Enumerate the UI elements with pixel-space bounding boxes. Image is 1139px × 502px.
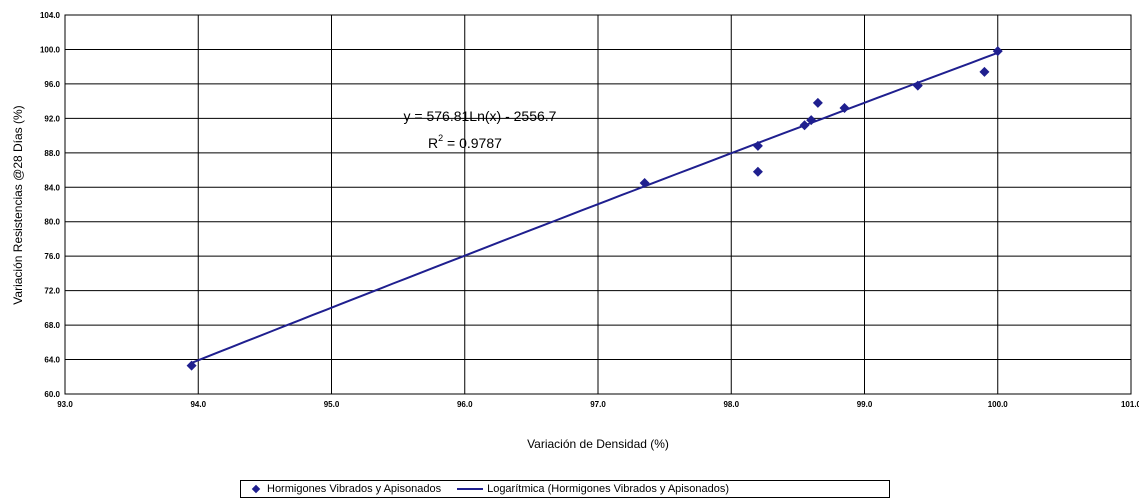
legend-item-scatter: Hormigones Vibrados y Apisonados — [251, 483, 442, 495]
trendline — [191, 51, 999, 364]
legend-line-label: Logarítmica (Hormigones Vibrados y Apiso… — [487, 483, 729, 495]
x-tick-label: 97.0 — [590, 400, 606, 409]
y-tick-label: 104.0 — [40, 11, 61, 20]
data-point — [186, 360, 197, 371]
legend-item-trendline: Logarítmica (Hormigones Vibrados y Apiso… — [441, 483, 729, 495]
x-tick-label: 100.0 — [988, 400, 1009, 409]
y-tick-label: 92.0 — [44, 114, 60, 123]
y-tick-label: 76.0 — [44, 252, 60, 261]
x-tick-label: 93.0 — [57, 400, 73, 409]
grid-lines — [64, 14, 1132, 395]
y-tick-label: 80.0 — [44, 218, 60, 227]
y-tick-label: 88.0 — [44, 149, 60, 158]
legend-scatter-label: Hormigones Vibrados y Apisonados — [267, 483, 442, 495]
x-tick-label: 99.0 — [857, 400, 873, 409]
data-point — [912, 80, 923, 91]
x-tick-label: 95.0 — [324, 400, 340, 409]
data-point — [979, 66, 990, 77]
tick-labels: 93.0 94.0 95.0 96.0 97.0 98.0 99.0 100.0 101.0 60… — [40, 11, 1139, 409]
y-tick-label: 100.0 — [40, 45, 61, 54]
chart-svg: 93.0 94.0 95.0 96.0 97.0 98.0 99.0 100.0 101.0 60… — [11, 11, 1139, 451]
y-tick-label: 96.0 — [44, 80, 60, 89]
data-point — [812, 97, 823, 108]
x-tick-label: 94.0 — [190, 400, 206, 409]
x-axis-title: Variación de Densidad (%) — [527, 437, 669, 451]
y-tick-label: 68.0 — [44, 321, 60, 330]
legend: Hormigones Vibrados y Apisonados Logarít… — [240, 480, 890, 498]
data-point — [752, 140, 763, 151]
data-point — [806, 115, 817, 126]
data-point — [839, 103, 850, 114]
r-squared-label: R2 = 0.9787 — [428, 133, 502, 151]
equation-label: y = 576.81Ln(x) - 2556.7 — [404, 108, 557, 124]
data-point — [799, 120, 810, 131]
y-tick-label: 64.0 — [44, 356, 60, 365]
y-tick-label: 60.0 — [44, 390, 60, 399]
x-tick-label: 98.0 — [723, 400, 739, 409]
y-axis-title: Variación Resistencias @28 Días (%) — [11, 105, 25, 304]
data-point — [752, 166, 763, 177]
line-swatch-icon — [457, 488, 484, 490]
trendline-layer — [191, 51, 999, 364]
diamond-marker-icon — [251, 484, 261, 494]
data-points — [186, 46, 1003, 371]
y-tick-label: 84.0 — [44, 183, 60, 192]
x-tick-label: 96.0 — [457, 400, 473, 409]
data-point — [992, 46, 1003, 57]
x-tick-label: 101.0 — [1121, 400, 1139, 409]
y-tick-label: 72.0 — [44, 287, 60, 296]
data-point — [639, 177, 650, 188]
